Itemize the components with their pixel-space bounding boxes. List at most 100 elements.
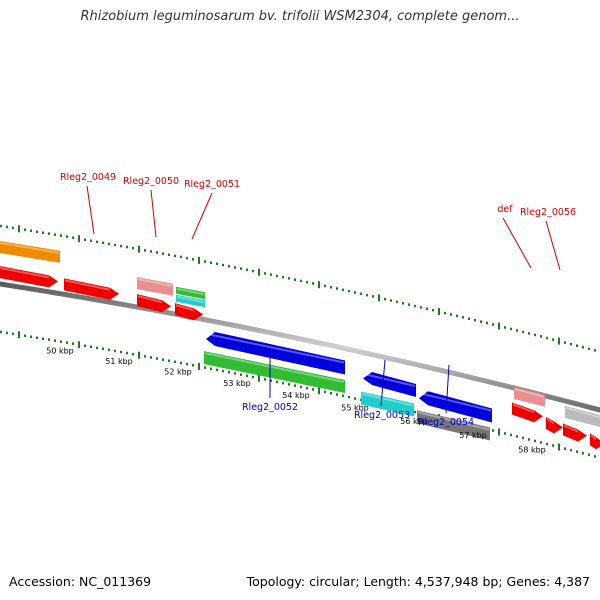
lower-tick — [18, 331, 20, 339]
lower-tick — [156, 357, 158, 360]
upper-tick — [138, 245, 140, 253]
green-gene — [204, 351, 345, 393]
gene-label: Rleg2_0051 — [184, 179, 240, 190]
lower-tick — [516, 435, 518, 438]
lower-tick — [6, 331, 8, 335]
cds-forward — [512, 402, 543, 423]
leader-line — [380, 359, 386, 407]
upper-tick — [282, 275, 284, 279]
gene-label: Rleg2_0053 — [354, 410, 410, 421]
upper-tick — [300, 279, 302, 283]
upper-tick — [492, 323, 494, 326]
upper-tick — [30, 229, 32, 232]
upper-tick — [474, 318, 476, 322]
lower-tick — [234, 372, 236, 375]
lower-tick — [24, 334, 26, 337]
lower-tick — [528, 438, 530, 441]
lower-tick — [174, 360, 176, 364]
upper-tick — [438, 308, 440, 316]
upper-tick — [510, 327, 512, 331]
gene-label: Rleg2_0052 — [242, 402, 298, 413]
upper-tick — [240, 267, 242, 270]
upper-tick — [144, 249, 146, 252]
upper-tick — [156, 251, 158, 254]
upper-tick — [66, 235, 68, 238]
upper-tick — [204, 260, 206, 263]
upper-tick — [168, 253, 170, 256]
upper-tick — [426, 307, 428, 310]
lower-tick — [576, 450, 578, 453]
cds-forward-highlight — [564, 424, 578, 433]
accession-text: Accession: NC_011369 — [9, 574, 152, 589]
lower-tick — [264, 378, 266, 381]
green-gene-highlight — [205, 352, 344, 383]
cds-forward-highlight — [65, 279, 110, 291]
cds-forward — [175, 303, 203, 321]
lower-tick — [138, 351, 140, 359]
upper-tick — [12, 226, 14, 230]
lower-tick — [48, 338, 50, 341]
upper-tick — [384, 297, 386, 301]
upper-tick — [150, 250, 152, 253]
upper-tick — [360, 292, 362, 296]
upper-tick — [576, 344, 578, 347]
upper-tick — [366, 293, 368, 297]
upper-tick — [198, 256, 200, 264]
cds-forward — [563, 423, 587, 442]
cds-forward-highlight — [138, 295, 162, 304]
lower-tick — [324, 390, 326, 394]
lower-tick — [306, 386, 308, 390]
lower-tick — [492, 429, 494, 432]
lower-tick — [312, 388, 314, 391]
rna-gene-pink — [514, 387, 545, 407]
upper-tick — [456, 314, 458, 318]
cds-forward — [590, 433, 600, 450]
pseudo-gene-highlight — [566, 406, 600, 419]
cyan-gene-highlight — [362, 392, 413, 407]
labels-layer: 50 kbp 51 kbp 52 kbp 53 kbp 54 kbp 55 kbp 56 k… — [46, 172, 576, 455]
upper-tick — [570, 342, 572, 346]
lower-tick — [552, 444, 554, 447]
gray-gene-highlight — [418, 411, 489, 431]
rna-gene-pink-highlight — [138, 278, 172, 287]
upper-tick — [462, 316, 464, 319]
gene-label: Rleg2_0054 — [418, 417, 474, 428]
lower-tick — [84, 344, 86, 347]
leader-line — [150, 189, 157, 238]
lower-tick — [228, 371, 230, 374]
upper-tick — [84, 238, 86, 241]
upper-tick — [420, 306, 422, 309]
lower-tick — [348, 395, 350, 399]
lower-tick — [546, 442, 548, 446]
upper-tick — [342, 288, 344, 292]
upper-tick — [114, 243, 116, 247]
leader-line — [191, 192, 213, 240]
lower-tick — [534, 439, 536, 443]
upper-tick — [582, 346, 584, 349]
green-gene — [176, 286, 205, 300]
upper-tick — [120, 244, 122, 248]
upper-tick — [96, 240, 98, 244]
gray-gene — [417, 410, 490, 441]
lower-tick — [354, 397, 356, 400]
green-gene-highlight — [177, 287, 204, 296]
lower-tick — [204, 366, 206, 369]
upper-tick — [108, 242, 110, 246]
lower-tick — [54, 339, 56, 342]
scale-label: 54 kbp — [282, 391, 310, 400]
lower-tick — [102, 347, 104, 351]
lower-tick — [558, 443, 560, 451]
cyan-gene-highlight — [177, 295, 204, 304]
upper-tick — [504, 326, 506, 329]
lower-tick — [90, 345, 92, 348]
upper-tick — [414, 304, 416, 308]
backbone — [0, 281, 600, 413]
upper-tick — [180, 255, 182, 259]
scale-label: 58 kbp — [518, 446, 546, 455]
ruler-ticks — [0, 224, 596, 458]
lower-tick — [42, 337, 44, 340]
cds-forward-highlight — [591, 434, 596, 441]
lower-tick — [540, 441, 542, 444]
upper-tick — [186, 256, 188, 260]
lower-tick — [198, 362, 200, 370]
